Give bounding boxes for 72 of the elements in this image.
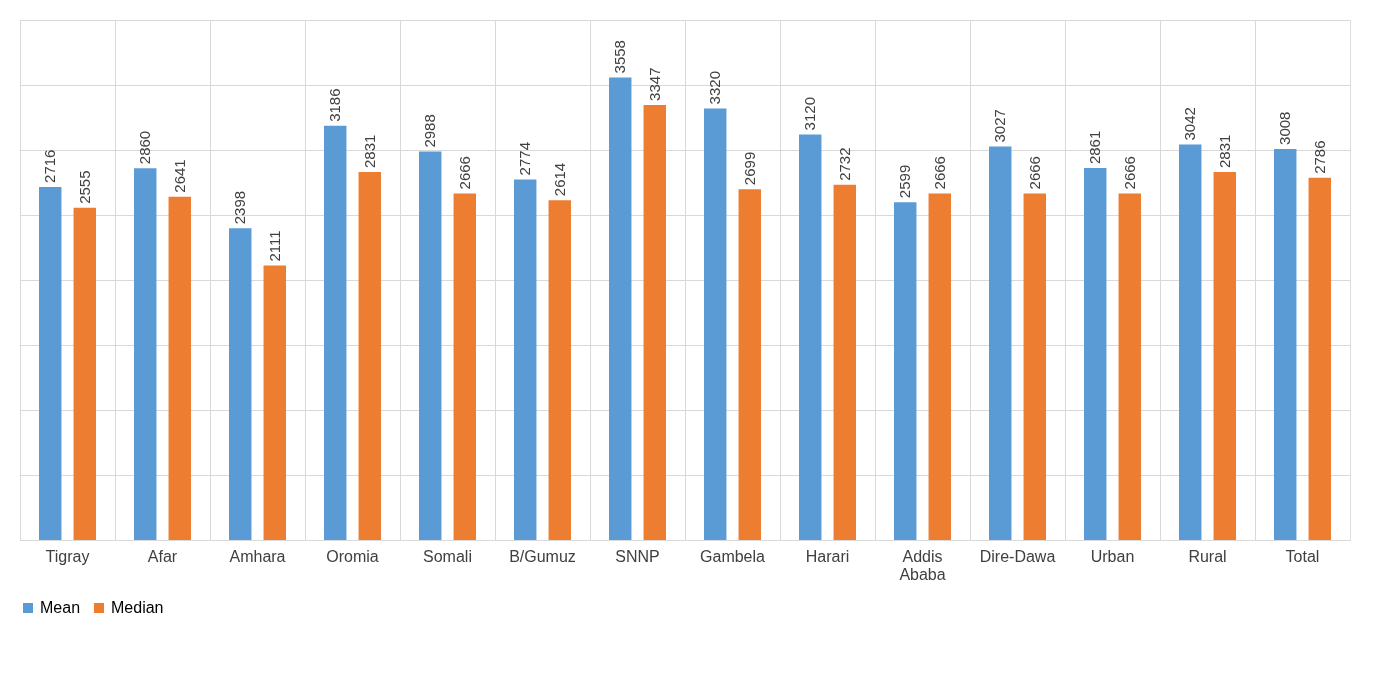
data-label: 3320 [706, 71, 724, 105]
data-label: 3558 [611, 40, 629, 74]
data-label: 2666 [930, 156, 948, 190]
bar [1023, 193, 1046, 540]
bar [1118, 193, 1141, 540]
data-label: 2861 [1086, 130, 1104, 165]
data-label: 3008 [1276, 111, 1294, 145]
data-label: 3027 [991, 109, 1009, 143]
x-tick-label: Afar [147, 547, 178, 565]
data-label: 3347 [645, 67, 663, 101]
bar [324, 125, 347, 540]
bar [1213, 171, 1236, 540]
data-label: 2555 [75, 170, 93, 204]
bar [833, 184, 856, 540]
x-tick-label: Oromia [326, 547, 379, 565]
data-label: 3186 [326, 88, 344, 122]
bar [989, 146, 1012, 540]
data-label: 2831 [360, 134, 378, 168]
x-tick-label: Somali [423, 547, 472, 565]
x-tick-label: Urban [1090, 547, 1135, 565]
data-label: 2831 [1215, 134, 1233, 168]
data-label: 2666 [1025, 156, 1043, 190]
bar [263, 265, 286, 540]
bar [799, 134, 822, 540]
x-tick-label: B/Gumuz [509, 547, 576, 565]
bar [168, 196, 191, 540]
x-tick-label: Gambela [700, 547, 766, 565]
bar [609, 77, 632, 540]
bar [738, 189, 761, 540]
legend-label: Mean [40, 599, 81, 616]
bar [1084, 168, 1107, 540]
bar [73, 207, 96, 540]
data-label: 2666 [455, 156, 473, 190]
data-label: 2111 [265, 230, 283, 262]
data-label: 3120 [801, 97, 819, 131]
data-label: 2599 [896, 164, 914, 199]
data-label: 2988 [421, 114, 439, 148]
data-label: 2641 [170, 159, 188, 193]
bar [419, 151, 442, 540]
x-tick-label: Total [1285, 547, 1320, 565]
data-label: 2614 [550, 162, 568, 197]
bar [453, 193, 476, 540]
bar [39, 186, 62, 540]
bar [928, 193, 951, 540]
x-tick-label: Tigray [45, 547, 90, 565]
bar [1274, 148, 1297, 540]
data-label: 3042 [1181, 107, 1199, 141]
data-label: 2786 [1310, 140, 1328, 174]
bar [358, 171, 381, 540]
data-label: 2732 [835, 147, 853, 181]
bar [643, 104, 666, 540]
x-tick-label: SNNP [615, 547, 660, 565]
bar [1179, 144, 1202, 540]
x-tick-label: Harari [805, 547, 850, 565]
bar [548, 200, 571, 540]
data-label: 2716 [41, 149, 59, 183]
bar [894, 202, 917, 540]
data-label: 2666 [1120, 156, 1138, 190]
bar [229, 228, 252, 540]
x-tick-label: Addis Ababa [899, 547, 946, 583]
bar [514, 179, 537, 540]
data-label: 2398 [231, 190, 249, 225]
data-label: 2860 [136, 130, 154, 165]
bar [1308, 177, 1331, 540]
x-tick-label: Dire-Dawa [979, 547, 1056, 565]
legend-label: Median [111, 599, 164, 616]
x-tick-label: Amhara [229, 547, 286, 565]
data-label: 2774 [516, 142, 534, 176]
x-tick-label: Rural [1188, 547, 1227, 565]
bar [134, 168, 157, 540]
bar [704, 108, 727, 540]
data-label: 2699 [740, 151, 758, 186]
